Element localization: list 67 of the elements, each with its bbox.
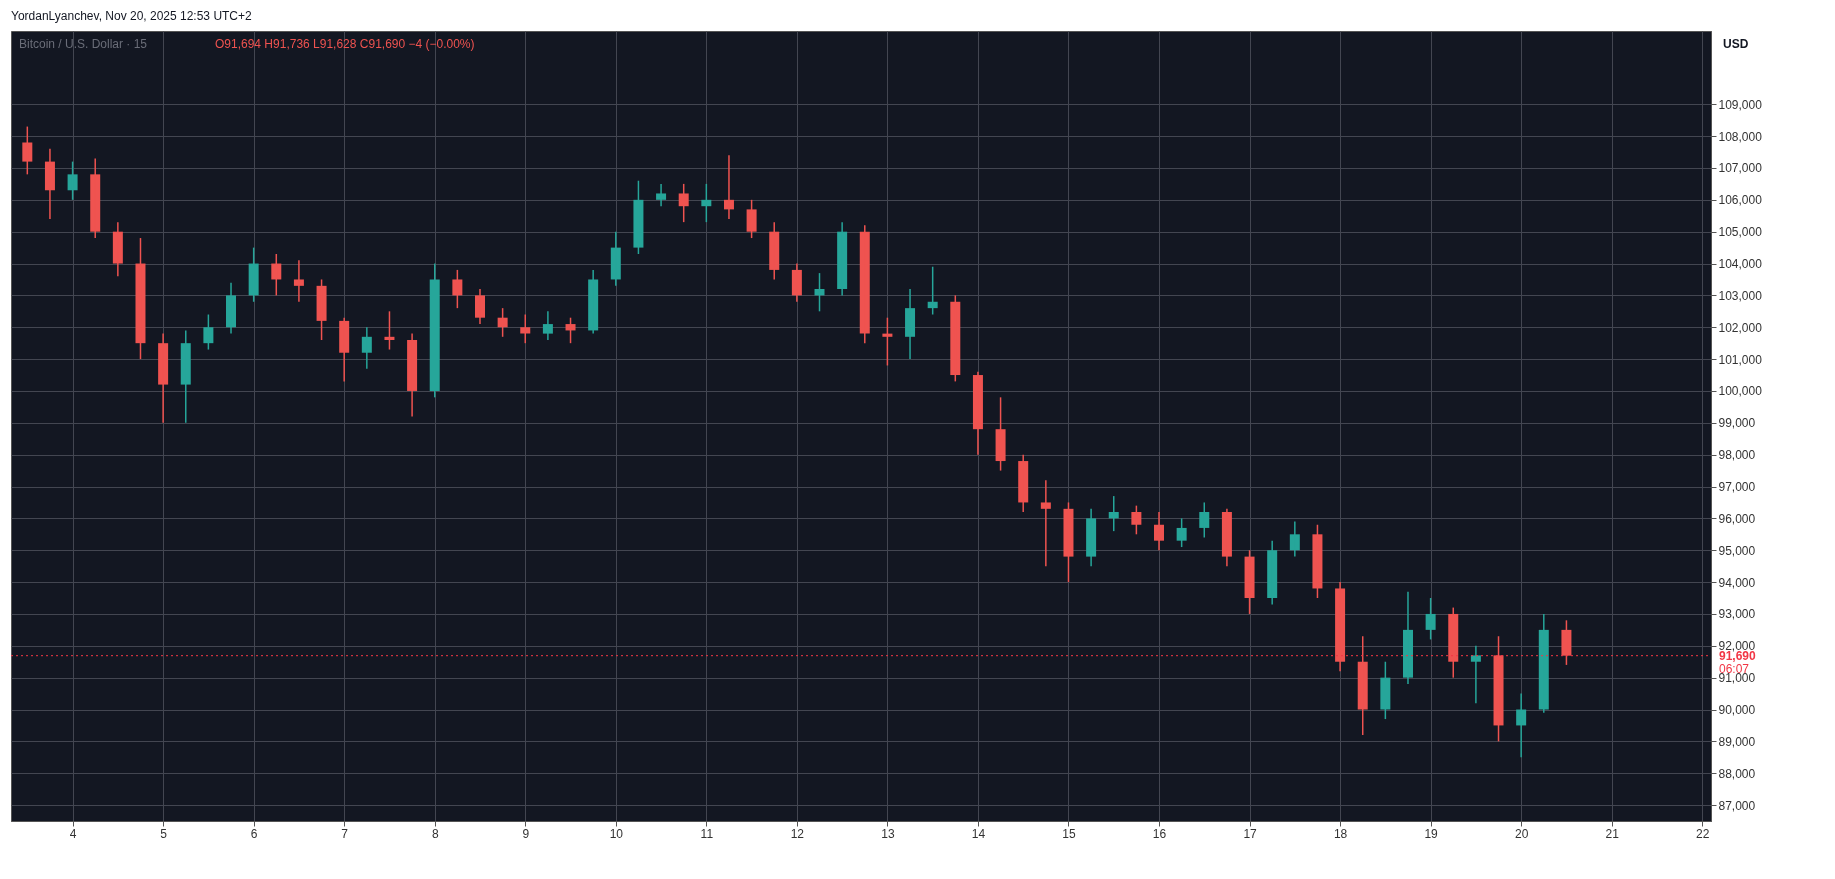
candlestick: [1425, 597, 1436, 641]
y-tick-label: 107,000: [1718, 161, 1763, 176]
y-tick-label: 104,000: [1718, 257, 1763, 272]
x-tick-label: 20: [1514, 826, 1529, 841]
candlestick: [1357, 635, 1368, 736]
y-tick-label: 90,000: [1718, 703, 1756, 718]
x-tick-label: 21: [1605, 826, 1620, 841]
x-tick-label: 7: [341, 826, 349, 841]
text: YordanLyanchev, Nov 20, 2025 12:53 UTC+2: [11, 9, 253, 23]
x-tick-label: 15: [1062, 826, 1076, 841]
y-tick-label: 102,000: [1718, 320, 1763, 335]
y-tick-label: 106,000: [1718, 193, 1763, 208]
x-tick-label: 22: [1696, 826, 1710, 841]
y-tick-label: 91,000: [1718, 671, 1756, 686]
text: Bitcoin / U.S. Dollar · 15: [19, 37, 148, 51]
x-tick-label: 9: [522, 826, 530, 841]
candlestick: [520, 313, 531, 344]
y-tick-label: 105,000: [1718, 225, 1763, 240]
x-tick-label: 13: [881, 826, 895, 841]
candlestick: [1448, 606, 1459, 679]
y-tick-label: 93,000: [1718, 607, 1756, 622]
candlestick: [1561, 619, 1572, 666]
y-tick-label: 103,000: [1718, 288, 1763, 303]
candlestick: [1063, 501, 1074, 583]
candlestick: [678, 183, 689, 223]
y-tick-label: 108,000: [1718, 129, 1763, 144]
x-tick-label: 6: [250, 826, 258, 841]
y-tick-label: 101,000: [1718, 352, 1763, 367]
y-tick-label: 96,000: [1718, 511, 1756, 526]
candlestick: [1176, 517, 1187, 548]
y-axis-title: USD: [1723, 37, 1749, 51]
y-tick-label: 89,000: [1718, 734, 1756, 749]
candlestick: [1199, 501, 1210, 539]
y-tick-label: 94,000: [1718, 575, 1756, 590]
y-tick-label: 109,000: [1718, 97, 1763, 112]
y-tick-label: 95,000: [1718, 543, 1756, 558]
candlestick: [633, 179, 644, 255]
x-tick-label: 4: [69, 826, 77, 841]
annotation: O91,694 H91,736 L91,628 C91,690 −4 (−0.00%): [215, 37, 475, 51]
x-tick-label: 12: [790, 826, 805, 841]
candlestick: [452, 269, 463, 309]
y-tick-label: 99,000: [1718, 416, 1756, 431]
y-tick-label: 98,000: [1718, 448, 1756, 463]
x-tick-label: 18: [1333, 826, 1348, 841]
x-tick-label: 16: [1152, 826, 1167, 841]
candlestick: [429, 262, 440, 399]
x-tick-label: 17: [1243, 826, 1258, 841]
y-tick-label: 87,000: [1718, 798, 1756, 813]
x-tick-label: 14: [971, 826, 986, 841]
candlestick: [1312, 524, 1323, 599]
y-tick-label: 97,000: [1718, 480, 1756, 495]
candlestick: [67, 160, 78, 201]
y-tick-label: 88,000: [1718, 766, 1756, 781]
y-tick-label: 100,000: [1718, 384, 1763, 399]
candlestick: [995, 396, 1006, 472]
candlestick: [950, 294, 961, 383]
candlestick: [203, 313, 214, 351]
x-tick-label: 10: [609, 826, 624, 841]
candlestick: [316, 278, 327, 341]
x-tick-label: 11: [700, 826, 714, 841]
candlestick: [1131, 504, 1142, 536]
candlestick: [1380, 660, 1391, 720]
x-tick-label: 5: [160, 826, 168, 841]
x-tick-label: 8: [431, 826, 439, 841]
x-tick-label: 19: [1424, 826, 1439, 841]
candlestick: [22, 125, 33, 176]
candlestick: [746, 199, 757, 239]
